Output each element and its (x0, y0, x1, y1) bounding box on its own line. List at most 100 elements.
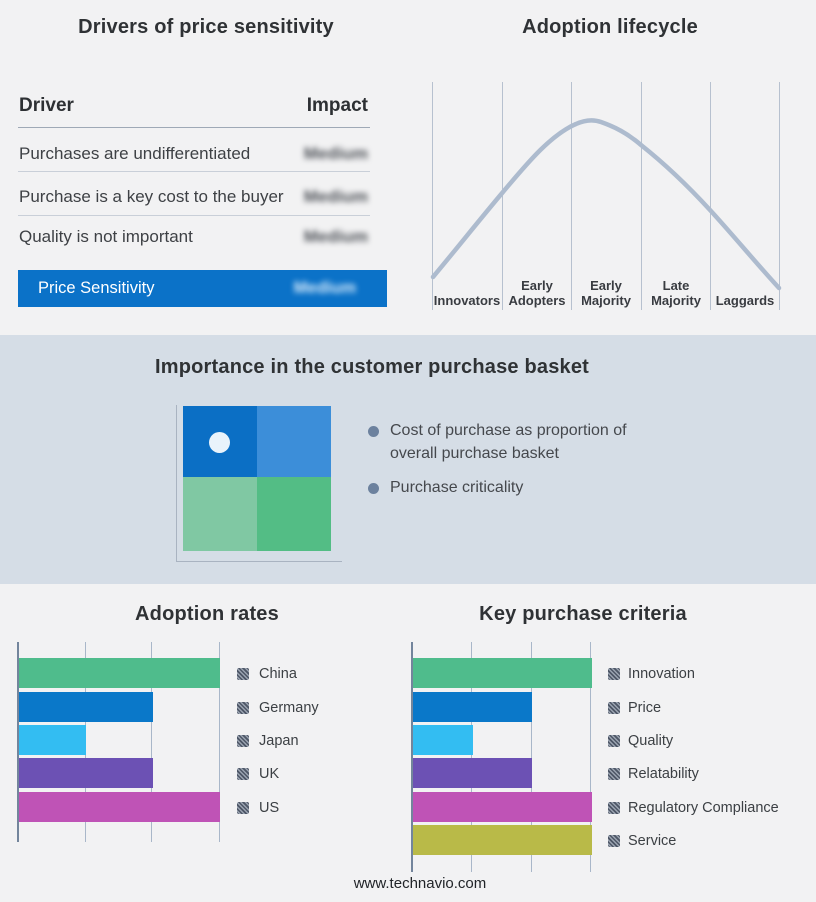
section-key-purchase-criteria: Key purchase criteria Innovation Price Q… (0, 584, 816, 902)
quadrant-top-left (183, 406, 257, 477)
legend-item: Relatability (608, 766, 699, 782)
legend-item: Germany (237, 700, 319, 716)
price-drivers-title: Drivers of price sensitivity (78, 16, 334, 38)
legend-label: Service (628, 833, 677, 849)
purchase-basket-title: Importance in the customer purchase bask… (154, 356, 590, 378)
table-row-divider (18, 171, 370, 172)
legend-label: UK (259, 766, 280, 782)
legend-label: Innovation (628, 666, 695, 682)
legend-item: US (237, 800, 279, 816)
legend-swatch-icon (608, 735, 620, 747)
footer-link[interactable]: www.technavio.com (353, 875, 487, 892)
stage-label-innovators: Innovators (433, 292, 501, 308)
legend-swatch-icon (237, 702, 249, 714)
stage-label-late-majority: Late Majority (651, 277, 701, 308)
lifecycle-gridlines (432, 82, 780, 310)
bar-us (19, 792, 220, 822)
legend-item: Service (608, 833, 676, 849)
stage-label-early-majority: Early Majority (581, 277, 631, 308)
adoption-rates-axis (17, 642, 19, 842)
quadrant-y-axis (176, 405, 177, 561)
legend-swatch-icon (608, 702, 620, 714)
legend-swatch-icon (237, 735, 249, 747)
gridline (151, 642, 152, 842)
table-header-impact: Impact (306, 95, 368, 116)
quadrant-bottom-right (257, 477, 331, 551)
legend-item: UK (237, 766, 279, 782)
section-price-drivers: Drivers of price sensitivity Driver Impa… (0, 0, 408, 335)
legend-label: US (259, 800, 280, 816)
section-adoption-rates: Adoption rates China Germany Japan (0, 584, 408, 902)
gridline (590, 642, 591, 872)
impact-cell-blurred: Medium (303, 227, 368, 246)
legend-label: Germany (259, 700, 319, 716)
bar-relatability (413, 758, 532, 788)
bar-germany (19, 692, 153, 722)
legend-item: Innovation (608, 666, 695, 682)
impact-cell-blurred: Medium (303, 187, 368, 206)
table-header-divider (18, 127, 370, 128)
quadrant-bottom-left (183, 477, 257, 551)
price-sensitivity-row: Price Sensitivity Medium (18, 270, 387, 307)
legend-item: Quality (608, 733, 673, 749)
stage-label-early-adopters: Early Adopters (508, 277, 566, 308)
bar-japan (19, 725, 86, 755)
legend-label: Japan (259, 733, 299, 749)
section-bottom-charts: Adoption rates China Germany Japan (0, 584, 816, 902)
legend-label: Regulatory Compliance (628, 800, 779, 816)
table-header: Driver Impact (19, 95, 368, 117)
legend-item: Price (608, 700, 661, 716)
bullet-icon (368, 483, 379, 494)
key-criteria-axis (411, 642, 413, 872)
quadrant-chart (183, 406, 331, 551)
legend-label: Relatability (628, 766, 699, 782)
gridline (531, 642, 532, 872)
legend-swatch-icon (608, 835, 620, 847)
section-purchase-basket: Importance in the customer purchase bask… (0, 335, 816, 584)
legend-swatch-icon (237, 802, 249, 814)
lifecycle-chart (430, 82, 782, 310)
bar-quality (413, 725, 473, 755)
table-row: Purchases are undifferentiated Medium (19, 144, 368, 164)
legend-label: China (259, 666, 297, 682)
price-sensitivity-impact-blurred: Medium (293, 279, 356, 297)
legend-swatch-icon (608, 668, 620, 680)
price-sensitivity-label: Price Sensitivity (38, 279, 155, 297)
lifecycle-curve (430, 118, 782, 291)
legend-swatch-icon (608, 768, 620, 780)
adoption-rates-title: Adoption rates (135, 603, 279, 625)
bar-service (413, 825, 592, 855)
driver-cell: Purchases are undifferentiated (19, 144, 251, 163)
legend-item: China (237, 666, 297, 682)
driver-cell: Quality is not important (19, 227, 193, 246)
table-row-divider (18, 215, 370, 216)
basket-bullet-1: Cost of purchase as proportion of overal… (390, 422, 627, 462)
key-purchase-criteria-title: Key purchase criteria (479, 603, 687, 625)
bar-china (19, 658, 220, 688)
gridline (219, 642, 220, 842)
bar-innovation (413, 658, 592, 688)
legend-label: Quality (628, 733, 674, 749)
legend-label: Price (628, 700, 662, 716)
legend-item: Regulatory Compliance (608, 800, 779, 816)
driver-cell: Purchase is a key cost to the buyer (19, 187, 284, 206)
gridline (471, 642, 472, 872)
bullet-icon (368, 426, 379, 437)
legend-item: Japan (237, 733, 299, 749)
section-adoption-lifecycle: Adoption lifecycle Innovators Early Adop… (408, 0, 816, 335)
legend-swatch-icon (608, 802, 620, 814)
bar-regulatory-compliance (413, 792, 592, 822)
legend-swatch-icon (237, 668, 249, 680)
impact-cell-blurred: Medium (303, 144, 368, 163)
table-row: Purchase is a key cost to the buyer Medi… (19, 187, 368, 207)
adoption-lifecycle-title: Adoption lifecycle (522, 16, 698, 38)
bar-uk (19, 758, 153, 788)
quadrant-x-axis (176, 561, 342, 562)
table-header-driver: Driver (19, 95, 74, 116)
quadrant-top-right (257, 406, 331, 477)
table-row: Quality is not important Medium (19, 227, 368, 247)
legend-swatch-icon (237, 768, 249, 780)
marker-dot-icon (209, 432, 230, 453)
basket-bullet-2: Purchase criticality (390, 479, 524, 496)
